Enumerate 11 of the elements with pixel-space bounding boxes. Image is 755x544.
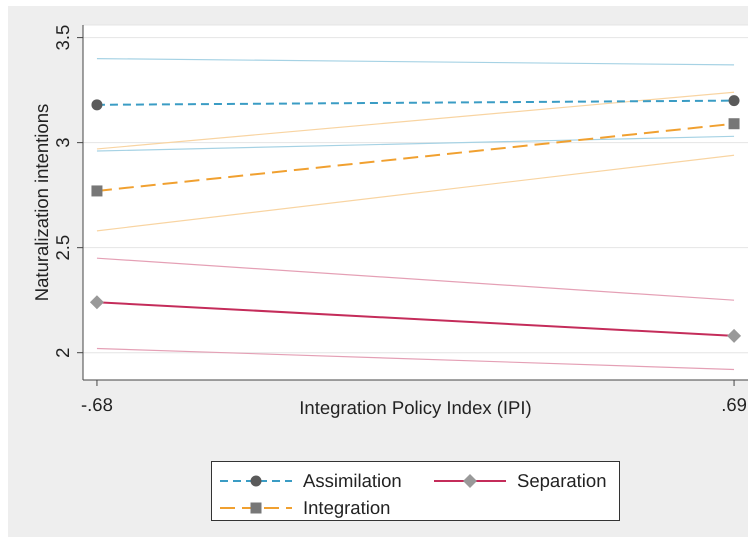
legend-label: Assimilation (303, 470, 402, 492)
y-tick-label: 2.5 (52, 234, 73, 261)
x-tick-label: -.68 (81, 394, 113, 415)
x-axis-title: Integration Policy Index (IPI) (299, 397, 532, 418)
legend-label: Separation (517, 470, 606, 492)
y-tick-label: 2 (52, 348, 73, 358)
x-tick-label: .69 (721, 394, 747, 415)
y-tick-label: 3.5 (52, 24, 73, 50)
y-tick-label: 3 (52, 137, 73, 148)
legend-label: Integration (303, 496, 390, 519)
y-axis-title: Naturalization intentions (31, 104, 52, 302)
